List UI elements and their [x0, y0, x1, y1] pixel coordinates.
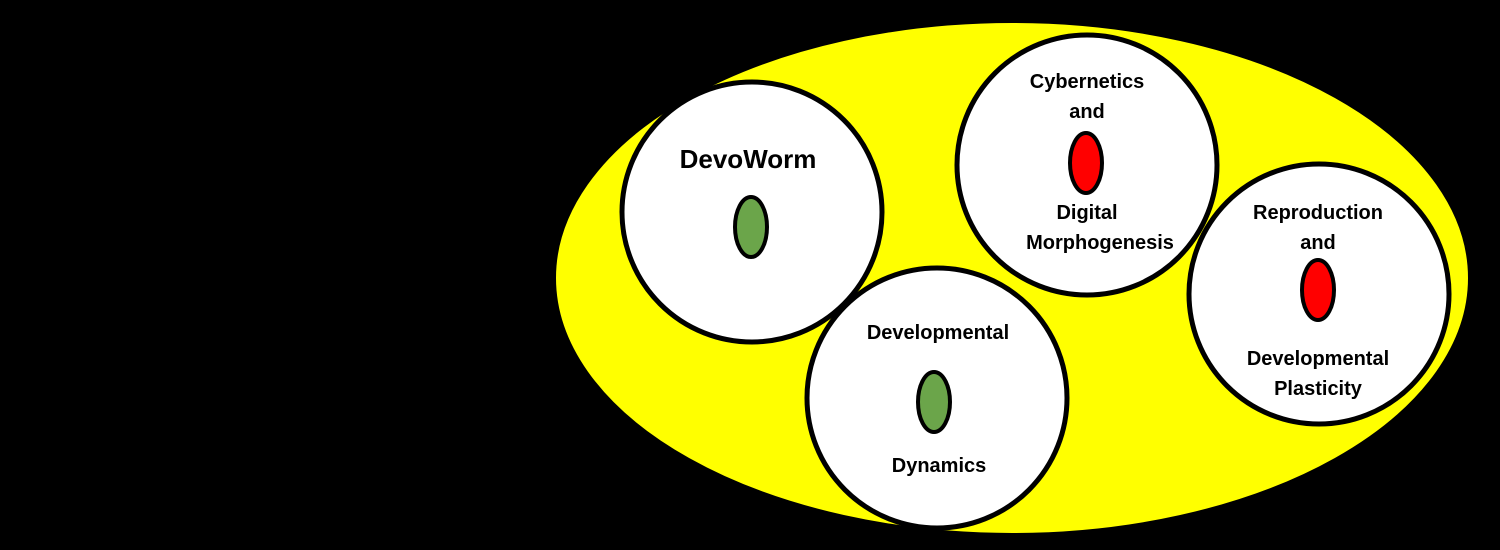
node-devoworm-label-line-1: DevoWorm [680, 144, 817, 174]
node-reproduction-label-line-4: Plasticity [1274, 378, 1363, 400]
node-cybernetics-digital-morphogenesis: Cybernetics and Digital Morphogenesis [954, 32, 1220, 298]
node-reproduction-label-line-3: Developmental [1247, 348, 1389, 370]
node-cybernetics-label-line-3: Digital [1056, 202, 1117, 224]
node-reproduction-developmental-plasticity: Reproduction and Developmental Plasticit… [1186, 161, 1452, 427]
node-devoworm: DevoWorm [619, 79, 885, 345]
node-developmental-dynamics-label-line-2: Dynamics [892, 455, 987, 477]
node-reproduction-label-line-2: and [1300, 232, 1336, 254]
node-reproduction-marker [1300, 258, 1336, 322]
node-cybernetics-label-line-2: and [1069, 101, 1105, 123]
node-reproduction-label-line-1: Reproduction [1253, 202, 1383, 224]
node-developmental-dynamics-label-line-1: Developmental [867, 322, 1009, 344]
node-developmental-dynamics-marker [916, 370, 952, 434]
node-cybernetics-marker [1068, 131, 1104, 195]
node-developmental-dynamics: Developmental Dynamics [804, 265, 1070, 531]
node-cybernetics-label-line-4: Morphogenesis [1026, 232, 1174, 254]
node-cybernetics-label-line-1: Cybernetics [1030, 71, 1145, 93]
node-devoworm-marker [733, 195, 769, 259]
